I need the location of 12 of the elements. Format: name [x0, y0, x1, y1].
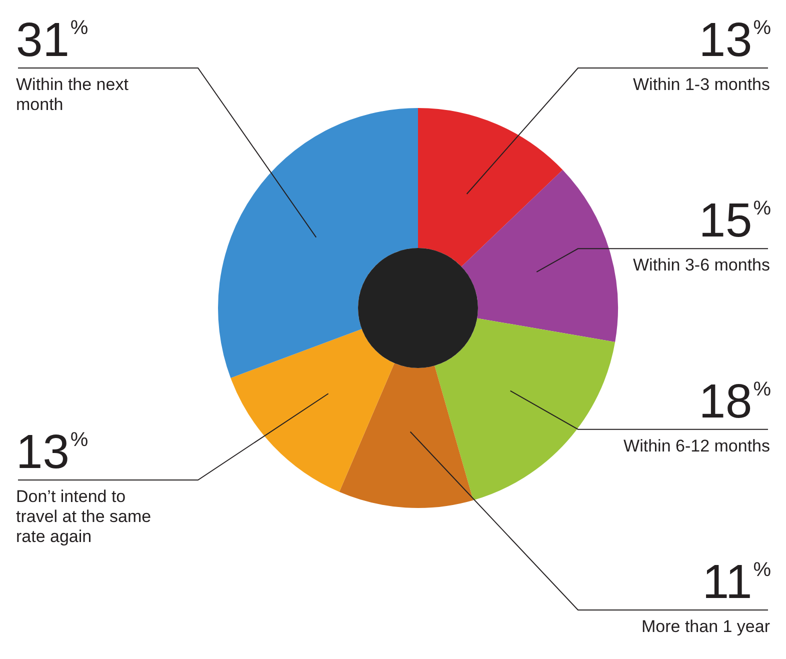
data-label: 11%	[702, 556, 772, 609]
data-label: 13%	[16, 426, 88, 479]
data-label: 31%	[16, 14, 88, 67]
slice-label: Within the next month	[16, 75, 129, 114]
slice-label: More than 1 year	[641, 617, 770, 636]
slice-label: Within 6-12 months	[624, 436, 770, 456]
data-label: 13%	[698, 14, 772, 67]
slice-label: Don’t intend to travel at the same rate again	[16, 487, 152, 546]
data-label: 15%	[698, 194, 772, 248]
slice-label: Within 3-6 months	[633, 256, 770, 275]
slice-label: Within 1-3 months	[633, 75, 770, 94]
data-label: 18%	[698, 375, 772, 428]
